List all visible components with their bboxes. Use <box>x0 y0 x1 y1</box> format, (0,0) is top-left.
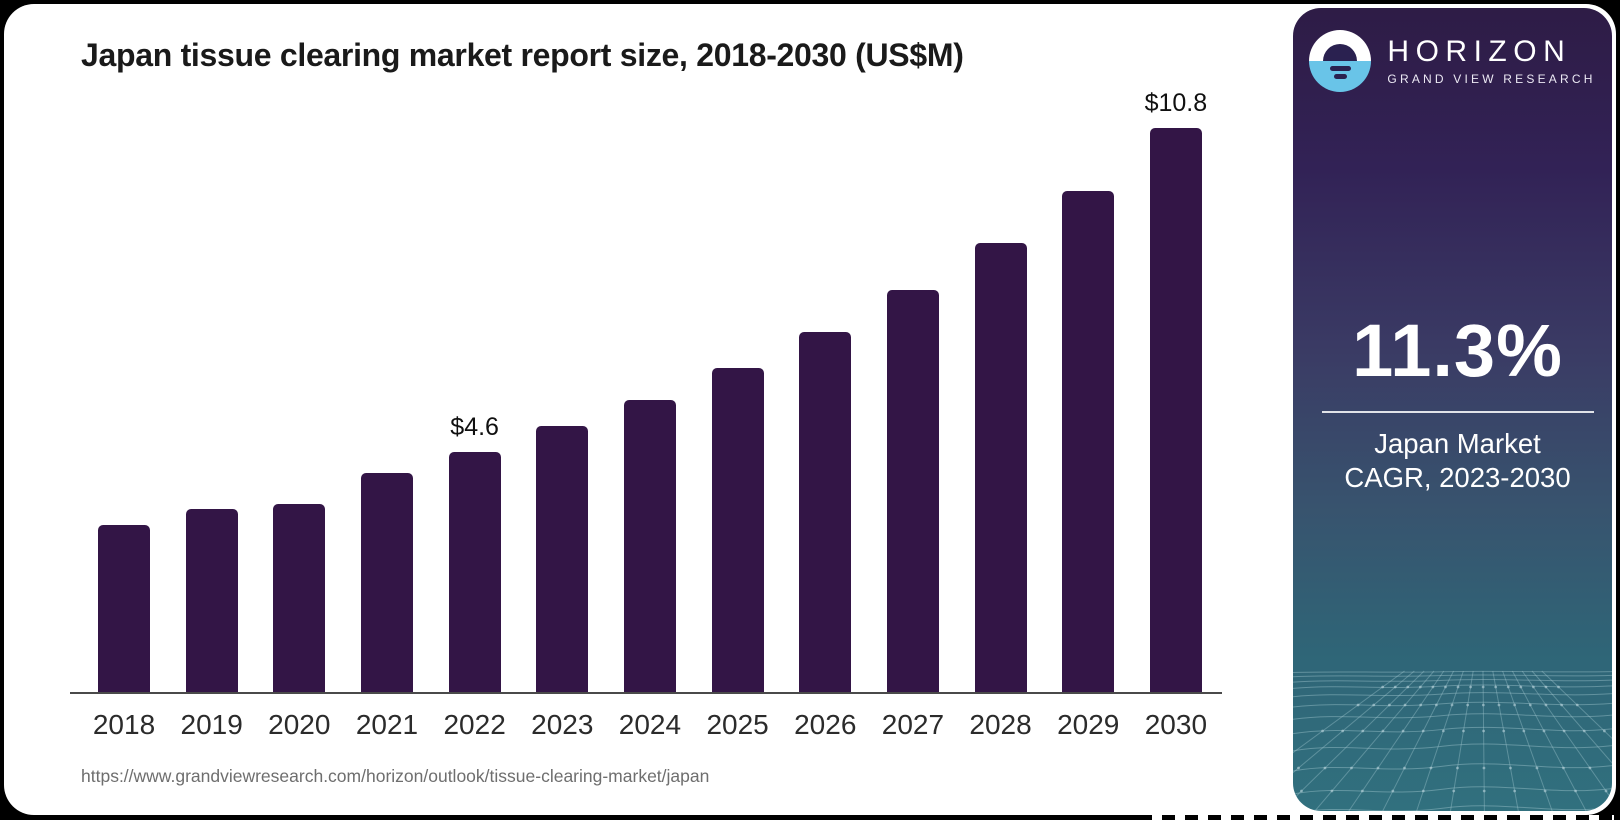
bars: 2018 2019 2020 2021 $4.6 2022 2023 2024 2025 2026… <box>93 89 1208 740</box>
bar-2029 <box>1062 191 1115 692</box>
bar-2028 <box>974 243 1027 692</box>
bar-2025 <box>711 368 764 692</box>
x-tick-label-2021: 2021 <box>355 709 419 740</box>
source-url: https://www.grandviewresearch.com/horizo… <box>81 766 710 786</box>
report-card: Japan tissue clearing market report size… <box>4 4 1616 815</box>
bar-column-2030: $10.8 2030 <box>1145 89 1208 740</box>
horizon-sun-icon <box>1309 30 1372 92</box>
bar-2024 <box>623 400 676 692</box>
x-tick-label-2025: 2025 <box>706 709 769 740</box>
bar-column-2029: 2029 <box>1057 112 1119 740</box>
brand-subtitle: GRAND VIEW RESEARCH <box>1387 72 1596 86</box>
brand-logo: HORIZON GRAND VIEW RESEARCH <box>1293 30 1612 92</box>
x-tick-label-2026: 2026 <box>794 709 857 740</box>
bar-column-2019: 2019 <box>181 112 243 740</box>
x-tick-label-2024: 2024 <box>618 709 682 740</box>
bar-2020 <box>273 504 326 692</box>
bar-column-2026: 2026 <box>794 112 856 740</box>
bar-column-2022: $4.6 2022 <box>443 112 505 740</box>
bar-2022 <box>448 452 501 692</box>
bar-column-2024: 2024 <box>619 112 681 740</box>
brand-name: HORIZON <box>1387 35 1572 68</box>
x-tick-label-2027: 2027 <box>881 709 945 740</box>
cagr-caption-line1: Japan Market <box>1374 428 1541 459</box>
mesh-pattern <box>1293 670 1612 811</box>
bar-column-2021: 2021 <box>356 112 418 740</box>
bar-column-2025: 2025 <box>706 112 769 740</box>
cagr-value: 11.3% <box>1352 309 1563 392</box>
x-tick-label-2029: 2029 <box>1057 709 1120 740</box>
bar-2021 <box>360 473 413 692</box>
sun-reflection-bar <box>1329 66 1351 71</box>
bar-column-2028: 2028 <box>969 112 1032 740</box>
stat-divider <box>1321 411 1594 413</box>
brand-text-block: HORIZON GRAND VIEW RESEARCH <box>1387 35 1596 87</box>
bar-2030 <box>1149 128 1202 692</box>
wireframe-terrain-graphic <box>1293 669 1612 811</box>
sidebar-panel: HORIZON GRAND VIEW RESEARCH 11.3% Japan … <box>1293 8 1612 811</box>
bar-2023 <box>536 426 589 692</box>
x-tick-label-2030: 2030 <box>1144 709 1208 740</box>
bottom-dashed-line <box>1152 815 1614 820</box>
cagr-stat-block: 11.3% Japan Market CAGR, 2023-2030 <box>1293 308 1612 495</box>
bar-column-2023: 2023 <box>531 112 593 740</box>
bar-2018 <box>98 525 150 692</box>
x-axis-line <box>70 692 1222 694</box>
x-tick-label-2018: 2018 <box>92 709 156 740</box>
cagr-caption-line2: CAGR, 2023-2030 <box>1344 462 1571 493</box>
x-tick-label-2022: 2022 <box>443 709 506 740</box>
x-tick-label-2019: 2019 <box>180 709 243 740</box>
chart-title: Japan tissue clearing market report size… <box>81 37 964 73</box>
bar-2027 <box>886 290 939 692</box>
x-tick-label-2028: 2028 <box>969 709 1032 740</box>
bar-2019 <box>185 509 238 692</box>
x-tick-label-2020: 2020 <box>268 709 331 740</box>
bar-2026 <box>799 332 852 692</box>
sun-dome-shape <box>1323 44 1358 61</box>
x-tick-label-2023: 2023 <box>531 709 594 740</box>
sun-reflection-bar <box>1333 74 1347 79</box>
value-label-2022: $4.6 <box>450 413 499 441</box>
bar-column-2018: 2018 <box>93 112 155 740</box>
value-label-2030: $10.8 <box>1144 89 1208 117</box>
bar-column-2027: 2027 <box>882 112 944 740</box>
bar-column-2020: 2020 <box>268 112 330 740</box>
